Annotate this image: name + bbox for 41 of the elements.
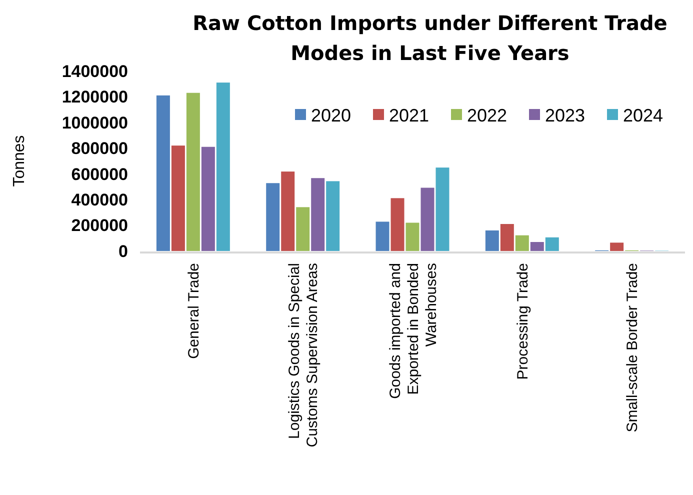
bar — [545, 237, 559, 251]
bar — [326, 181, 340, 251]
y-axis-title: Tonnes — [11, 135, 28, 187]
x-tick-label: Goods imported and Exported in Bonded Warehouses — [386, 263, 440, 399]
x-tick-label: Logistics Goods in Special Customs Supervision Areas — [286, 263, 322, 448]
bar — [420, 188, 434, 251]
bar — [311, 178, 325, 251]
bar — [376, 222, 390, 251]
bar — [436, 168, 450, 251]
y-tick-label: 600000 — [71, 164, 128, 184]
bar — [406, 222, 420, 251]
bar — [216, 82, 230, 251]
bar — [296, 207, 310, 251]
bar — [610, 242, 624, 251]
y-tick-label: 800000 — [71, 139, 128, 158]
bar — [266, 183, 280, 251]
chart-title: Raw Cotton Imports under Different Trade Modes in Last Five Years — [192, 11, 668, 65]
y-tick-label: 200000 — [71, 216, 128, 236]
legend-label: 2024 — [623, 105, 664, 126]
bar — [390, 198, 404, 251]
x-tick-label: Small-scale Border Trade — [624, 263, 642, 432]
bar — [171, 146, 185, 251]
legend-label: 2023 — [545, 105, 586, 126]
y-tick-label: 1200000 — [62, 88, 128, 107]
bar — [186, 92, 200, 251]
bar — [156, 95, 170, 251]
bar — [515, 235, 529, 251]
y-tick-label: 1000000 — [62, 113, 128, 132]
legend-label: 2020 — [311, 105, 352, 126]
bar — [485, 230, 499, 251]
y-tick-label: 400000 — [71, 190, 128, 210]
bar — [530, 242, 544, 251]
legend-label: 2022 — [467, 105, 508, 126]
bar — [500, 224, 514, 251]
y-tick-label: 1400000 — [62, 62, 128, 81]
legend-label: 2021 — [389, 105, 430, 126]
bar — [201, 146, 215, 251]
bar — [281, 172, 295, 251]
x-tick-label: General Trade — [185, 263, 202, 359]
y-tick-label: 0 — [118, 242, 128, 261]
x-tick-label: Processing Trade — [514, 263, 532, 380]
